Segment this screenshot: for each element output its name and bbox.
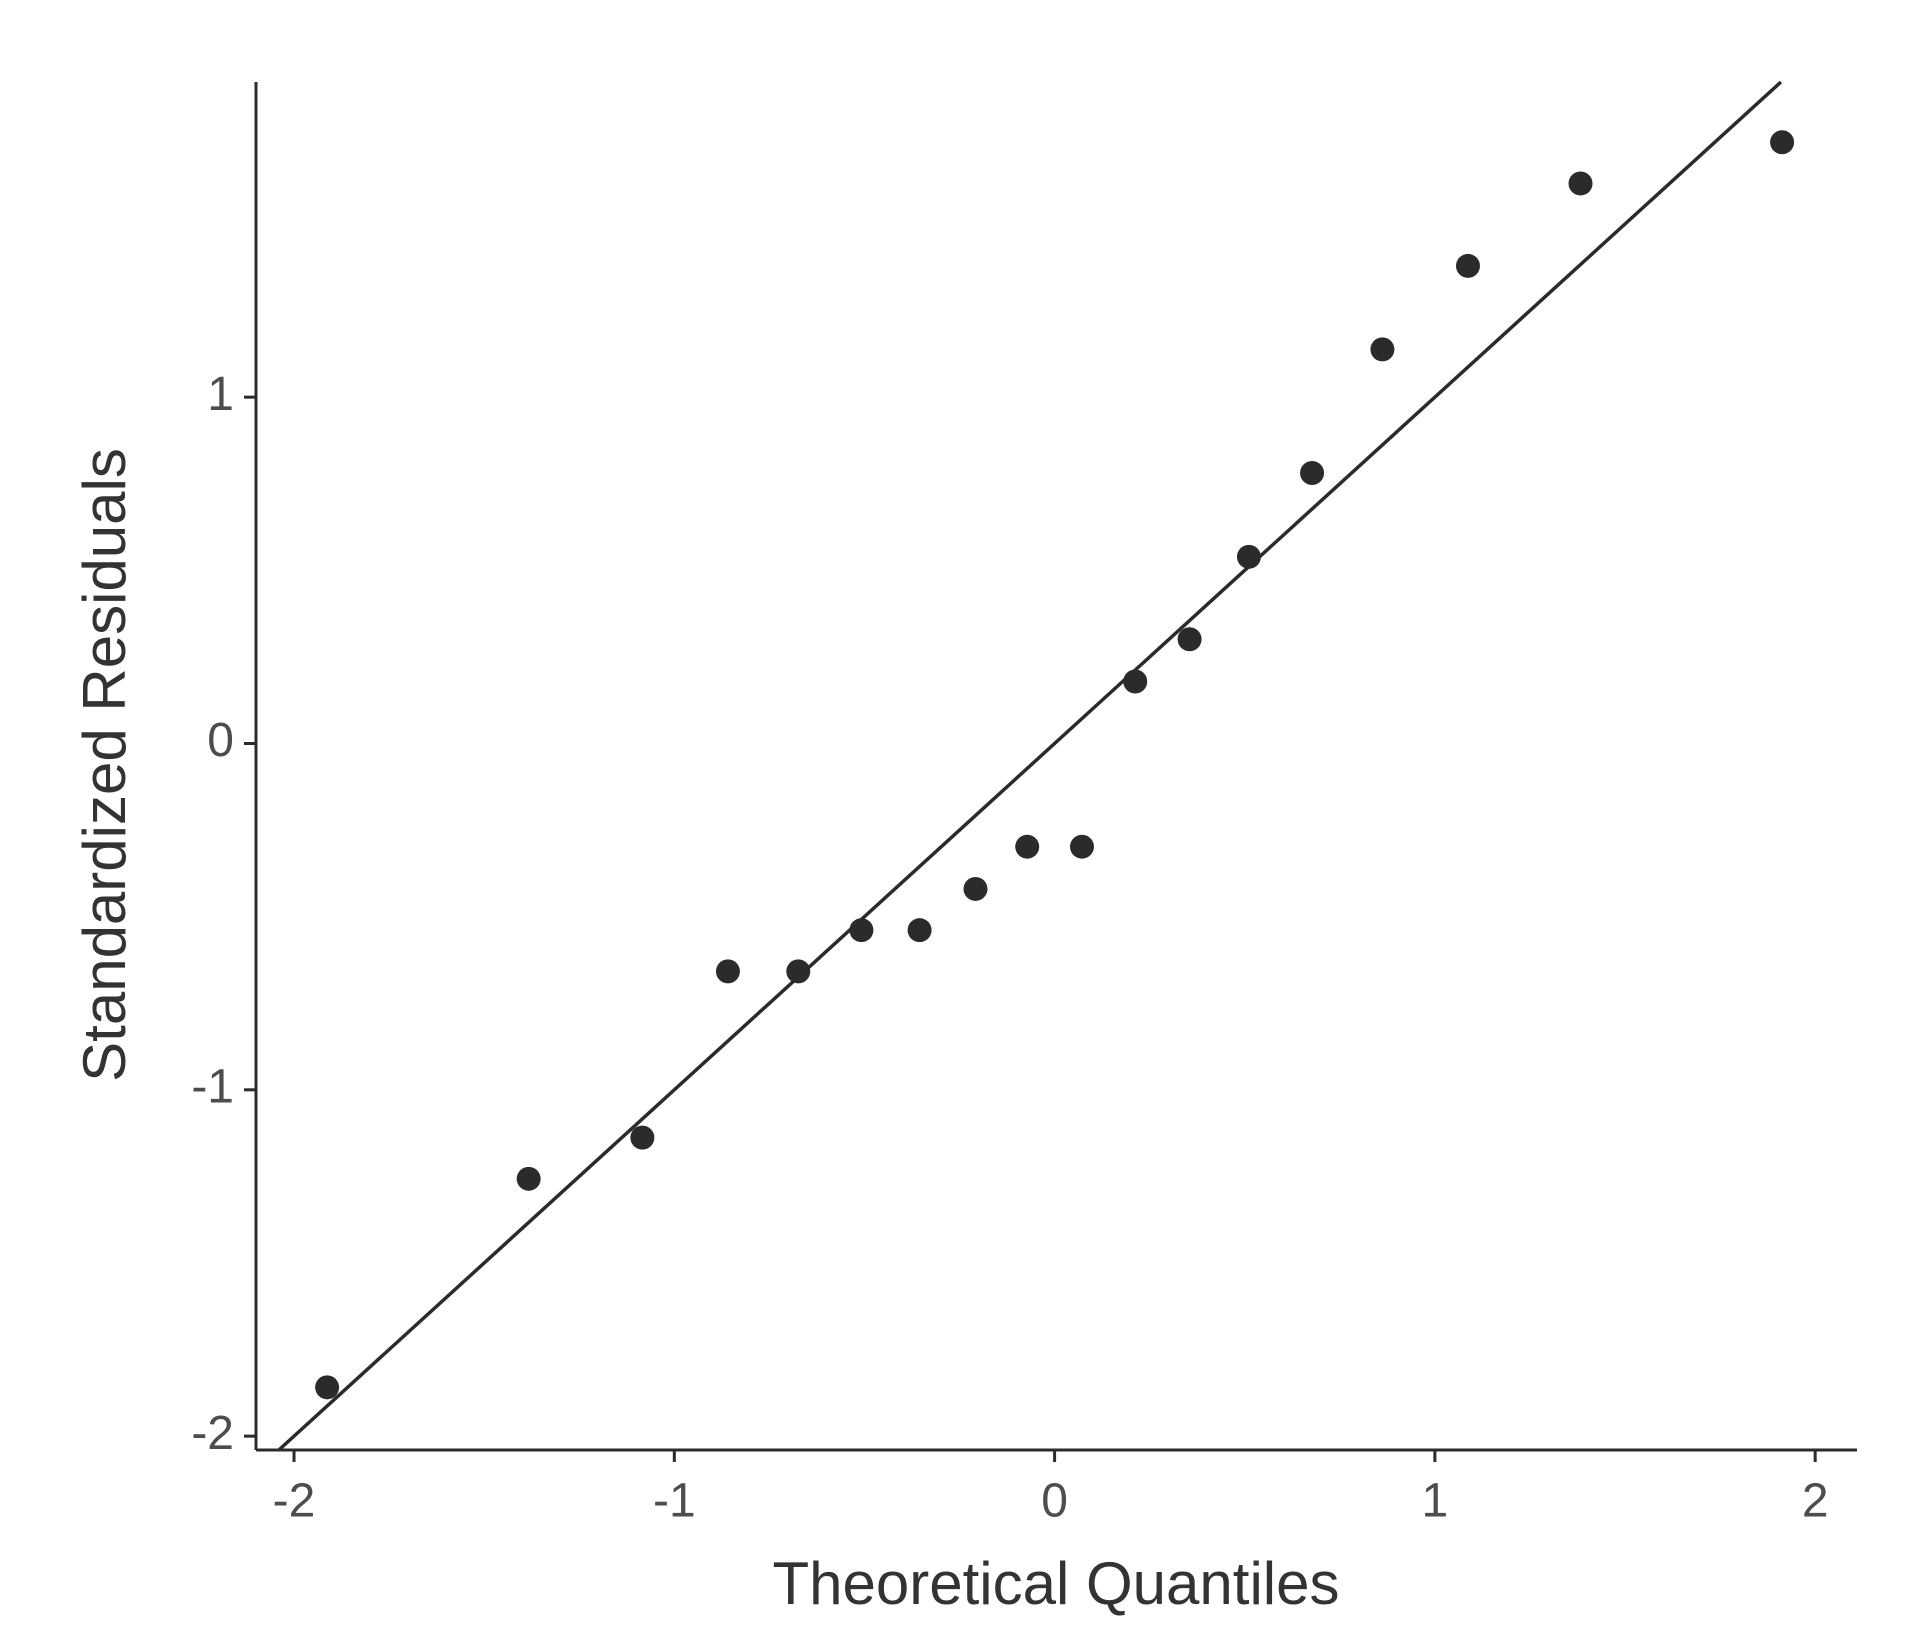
point — [1069, 834, 1094, 859]
y-tick-label: -2 — [191, 1407, 234, 1460]
point — [1770, 130, 1795, 155]
x-tick-label: 0 — [1041, 1475, 1068, 1528]
reference-line — [277, 80, 1783, 1452]
x-tick-label: -2 — [273, 1475, 316, 1528]
y-tick-label: 0 — [207, 714, 234, 767]
point — [1455, 253, 1480, 278]
y-tick-label: 1 — [207, 368, 234, 421]
point — [516, 1166, 541, 1191]
point — [1177, 627, 1202, 652]
point — [786, 959, 811, 984]
point — [907, 918, 932, 943]
y-axis-title: Standardized Residuals — [71, 448, 138, 1082]
point — [1236, 544, 1261, 569]
point — [963, 876, 988, 901]
point — [315, 1375, 340, 1400]
x-tick-label: -1 — [653, 1475, 696, 1528]
y-tick-label: -1 — [191, 1060, 234, 1113]
x-tick-label: 1 — [1422, 1475, 1449, 1528]
point — [1568, 171, 1593, 196]
point — [1370, 337, 1395, 362]
point — [630, 1125, 655, 1150]
point — [715, 959, 740, 984]
x-axis-title: Theoretical Quantiles — [773, 1550, 1340, 1617]
point — [1123, 669, 1148, 694]
point — [1300, 461, 1325, 486]
point — [1015, 834, 1040, 859]
x-tick-label: 2 — [1802, 1475, 1829, 1528]
point — [849, 918, 874, 943]
